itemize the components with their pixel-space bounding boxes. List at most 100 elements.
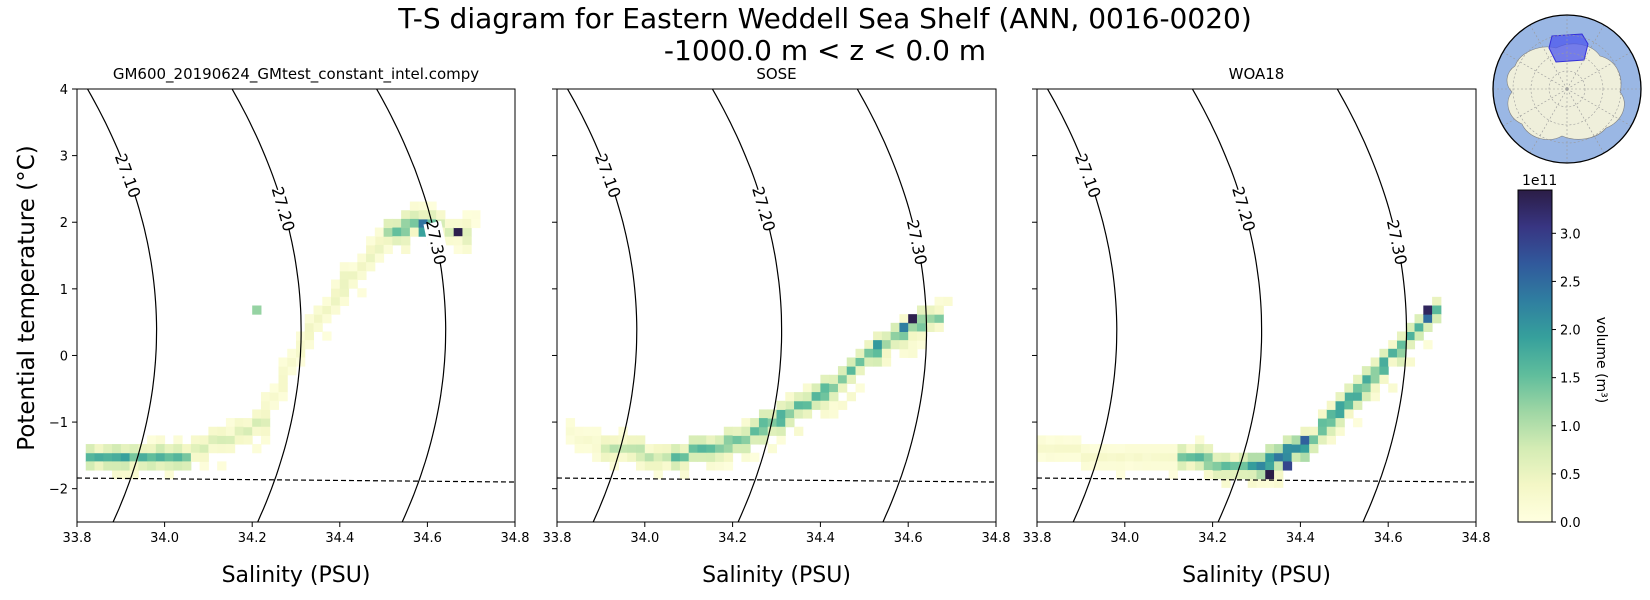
volume-cell	[837, 374, 848, 384]
volume-cell	[820, 374, 830, 384]
volume-cell	[750, 435, 760, 445]
volume-cell	[322, 296, 332, 306]
volume-cell	[583, 435, 593, 445]
volume-cell	[767, 418, 777, 428]
volume-cell	[401, 236, 411, 246]
volume-cell	[574, 435, 584, 445]
volume-cell	[1080, 444, 1091, 454]
volume-cell	[1203, 452, 1214, 462]
volume-cell	[1080, 452, 1091, 462]
volume-cell	[208, 444, 218, 454]
colorbar-tick-label: 3.0	[1560, 227, 1581, 242]
volume-cell	[1344, 400, 1354, 410]
volume-cell	[864, 357, 874, 367]
volume-cell	[662, 452, 672, 462]
volume-cell	[164, 461, 174, 471]
volume-cell	[592, 435, 602, 445]
volume-cell	[873, 331, 883, 341]
freezing-line	[557, 477, 996, 483]
volume-cell	[916, 305, 927, 315]
volume-cell	[1212, 461, 1222, 471]
volume-cell	[1405, 322, 1416, 332]
volume-cell	[225, 444, 236, 454]
volume-cell	[767, 426, 777, 436]
colorbar-tick-label: 0.5	[1560, 468, 1581, 483]
isopycnal-label-bg	[592, 153, 624, 198]
x-tick-label: 34.8	[501, 531, 530, 546]
volume-cell	[908, 322, 918, 332]
volume-cell	[322, 331, 332, 341]
volume-cell	[609, 452, 619, 462]
isopycnal-label-bg	[904, 220, 931, 264]
x-tick-label: 34.6	[1374, 531, 1403, 546]
volume-cell	[1168, 452, 1178, 462]
volume-cell	[1353, 418, 1363, 428]
volume-cell	[1423, 314, 1433, 324]
volume-cell	[1124, 452, 1135, 462]
volume-cell	[1335, 409, 1345, 419]
panel-title: WOA18	[1229, 65, 1285, 83]
volume-cell	[758, 435, 769, 445]
volume-cell	[802, 409, 813, 419]
volume-cell	[418, 210, 428, 220]
volume-cell	[1326, 418, 1337, 428]
volume-cell	[112, 452, 122, 462]
volume-cell	[881, 331, 892, 341]
volume-cell	[1361, 383, 1372, 393]
volume-cell	[1256, 470, 1266, 480]
volume-cell	[1089, 452, 1099, 462]
volume-cell	[592, 452, 602, 462]
volume-cell	[1142, 444, 1152, 454]
volume-cell	[1221, 478, 1231, 488]
volume-cell	[217, 426, 227, 436]
volume-cell	[339, 279, 350, 289]
volume-cell	[374, 227, 385, 237]
volume-cell	[855, 366, 865, 376]
volume-cell	[829, 392, 839, 402]
volume-cell	[671, 444, 681, 454]
volume-cell	[331, 288, 341, 298]
figure-title-line2: -1000.0 m < z < 0.0 m	[664, 34, 986, 67]
volume-cell	[278, 357, 288, 367]
volume-cell	[899, 331, 909, 341]
volume-cell	[890, 331, 900, 341]
volume-cell	[1195, 452, 1205, 462]
volume-cell	[260, 400, 271, 410]
volume-cell	[1396, 331, 1407, 341]
volume-cell	[1238, 470, 1249, 480]
volume-cell	[1370, 392, 1380, 402]
isopycnal-label-bg	[1229, 187, 1259, 231]
volume-cell	[653, 444, 663, 454]
volume-cell	[339, 288, 350, 298]
volume-cell	[1159, 452, 1170, 462]
volume-cell	[908, 340, 918, 350]
volume-cell	[723, 444, 734, 454]
volume-cell	[688, 452, 698, 462]
volume-cell	[269, 392, 279, 402]
volume-cell	[600, 452, 611, 462]
volume-cell	[1405, 331, 1416, 341]
x-tick-label: 33.8	[543, 531, 572, 546]
volume-cell	[1265, 444, 1275, 454]
volume-cell	[94, 444, 104, 454]
volume-cell	[1326, 426, 1337, 436]
x-tick-label: 34.0	[1110, 531, 1139, 546]
volume-cell	[1256, 461, 1266, 471]
figure-title-line1: T-S diagram for Eastern Weddell Sea Shel…	[397, 2, 1252, 35]
volume-cell	[269, 400, 279, 410]
volume-cell	[427, 210, 437, 220]
volume-cell	[1116, 452, 1126, 462]
volume-cell	[453, 236, 463, 246]
volume-cell	[679, 461, 690, 471]
volume-cell	[260, 392, 271, 402]
volume-cell	[199, 452, 209, 462]
volume-cell	[252, 409, 262, 419]
volume-cell	[313, 322, 323, 332]
volume-cell	[199, 435, 209, 445]
volume-cell	[1344, 392, 1354, 402]
volume-cell	[120, 461, 131, 471]
volume-cell	[1054, 435, 1064, 445]
volume-cell	[278, 383, 288, 393]
volume-cell	[243, 435, 253, 445]
volume-cell	[636, 461, 646, 471]
